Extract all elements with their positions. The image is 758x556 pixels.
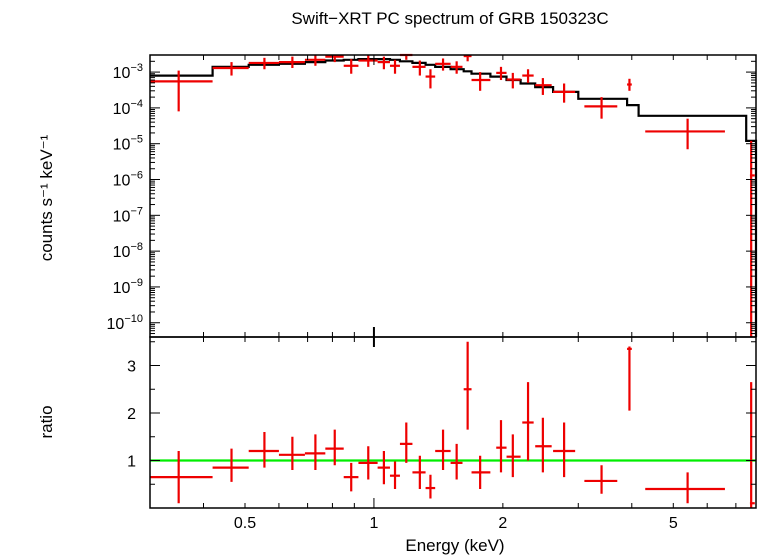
- spectrum-point-18: [506, 72, 521, 89]
- spectrum-point-22: [584, 97, 618, 119]
- spectrum-point-5: [325, 55, 344, 63]
- spectrum-point-23: [627, 78, 632, 91]
- ratio-point-13: [435, 429, 451, 470]
- ratio-y-tick-label: 1: [127, 454, 136, 471]
- ratio-y-tick-label: 3: [127, 359, 136, 376]
- ratio-y-axis-ticks: 1 2 3: [127, 341, 756, 485]
- ratio-y-axis-label: ratio: [37, 405, 56, 438]
- ratio-point-24: [645, 472, 725, 504]
- ratio-points: [150, 341, 755, 508]
- model-step-line: [150, 58, 758, 337]
- spectrum-point-16: [471, 72, 491, 91]
- spectrum-point-0: [150, 70, 213, 112]
- spectrum-point-7: [358, 55, 378, 67]
- x-axis-label: Energy (keV): [405, 536, 504, 555]
- ratio-point-16: [471, 455, 491, 489]
- x-tick-label: 1: [369, 515, 378, 532]
- ratio-point-9: [389, 461, 400, 489]
- model-curve: [150, 58, 758, 337]
- spectrum-point-9: [389, 59, 400, 74]
- spectrum-point-19: [522, 69, 534, 83]
- y-tick-label: 10−10: [107, 313, 143, 333]
- spectrum-point-2: [248, 57, 279, 70]
- y-tick-label: 10−7: [113, 205, 143, 225]
- data-points: [150, 53, 755, 337]
- spectrum-point-21: [553, 83, 576, 103]
- ratio-point-22: [584, 465, 618, 494]
- ratio-point-6: [343, 462, 359, 492]
- chart-title: Swift−XRT PC spectrum of GRB 150323C: [291, 9, 608, 28]
- ratio-point-17: [496, 420, 507, 473]
- y-axis-ticks: 10−3 10−4 10−5 10−6 10−7 10−8 10−9 10−10: [107, 54, 756, 338]
- y-tick-label: 10−4: [113, 98, 143, 118]
- x-tick-label: 0.5: [234, 515, 256, 532]
- ratio-point-18: [506, 434, 521, 478]
- spectrum-point-20: [535, 78, 552, 95]
- ratio-point-3: [278, 436, 305, 470]
- ratio-y-tick-label: 2: [127, 406, 136, 423]
- spectrum-point-14: [450, 61, 463, 74]
- ratio-plot-frame: [149, 336, 757, 509]
- spectrum-point-1: [212, 62, 249, 76]
- y-tick-label: 10−3: [113, 62, 143, 82]
- ratio-point-23: [627, 346, 632, 411]
- spectrum-point-15: [463, 54, 472, 62]
- x-axis-ticks: 0.5 1 2 5: [203, 55, 737, 532]
- y-tick-label: 10−9: [113, 277, 143, 297]
- ratio-point-8: [377, 451, 390, 485]
- spectrum-point-3: [278, 56, 305, 69]
- ratio-point-12: [425, 474, 436, 499]
- ratio-point-11: [412, 455, 426, 489]
- ratio-point-5: [325, 429, 344, 466]
- spectrum-point-6: [343, 59, 359, 74]
- x-tick-label: 5: [669, 515, 678, 532]
- spectrum-point-24: [645, 118, 725, 150]
- ratio-panel: 1 2 3 0.5 1 2 5 ratio Energy (keV): [37, 55, 757, 555]
- y-tick-label: 10−5: [113, 134, 143, 154]
- ratio-point-20: [535, 417, 552, 473]
- ratio-point-1: [212, 448, 249, 482]
- ratio-point-21: [553, 422, 576, 478]
- spectrum-point-17: [496, 66, 507, 81]
- spectrum-point-11: [412, 60, 426, 76]
- ratio-point-4: [304, 434, 326, 470]
- ratio-point-14: [450, 443, 463, 480]
- spectrum-point-12: [425, 69, 436, 89]
- spectrum-point-8: [377, 56, 390, 70]
- ratio-point-10: [399, 422, 413, 463]
- ratio-point-19: [522, 382, 534, 461]
- spectrum-plot-frame: [149, 54, 757, 338]
- ratio-point-7: [358, 446, 378, 480]
- spectrum-y-axis-label: counts s⁻¹ keV⁻¹: [37, 134, 56, 261]
- spectrum-point-4: [304, 55, 326, 66]
- y-tick-label: 10−8: [113, 241, 143, 261]
- y-tick-label: 10−6: [113, 170, 143, 190]
- spectrum-panel: 10−3 10−4 10−5 10−6 10−7 10−8 10−9 10−10 counts…: [37, 53, 758, 338]
- spectrum-point-13: [435, 58, 451, 71]
- ratio-point-15: [463, 341, 472, 430]
- ratio-point-0: [150, 451, 213, 504]
- ratio-point-2: [248, 432, 279, 468]
- spectrum-point-25: [749, 140, 755, 337]
- ratio-point-25: [749, 382, 755, 508]
- x-tick-label: 2: [498, 515, 507, 532]
